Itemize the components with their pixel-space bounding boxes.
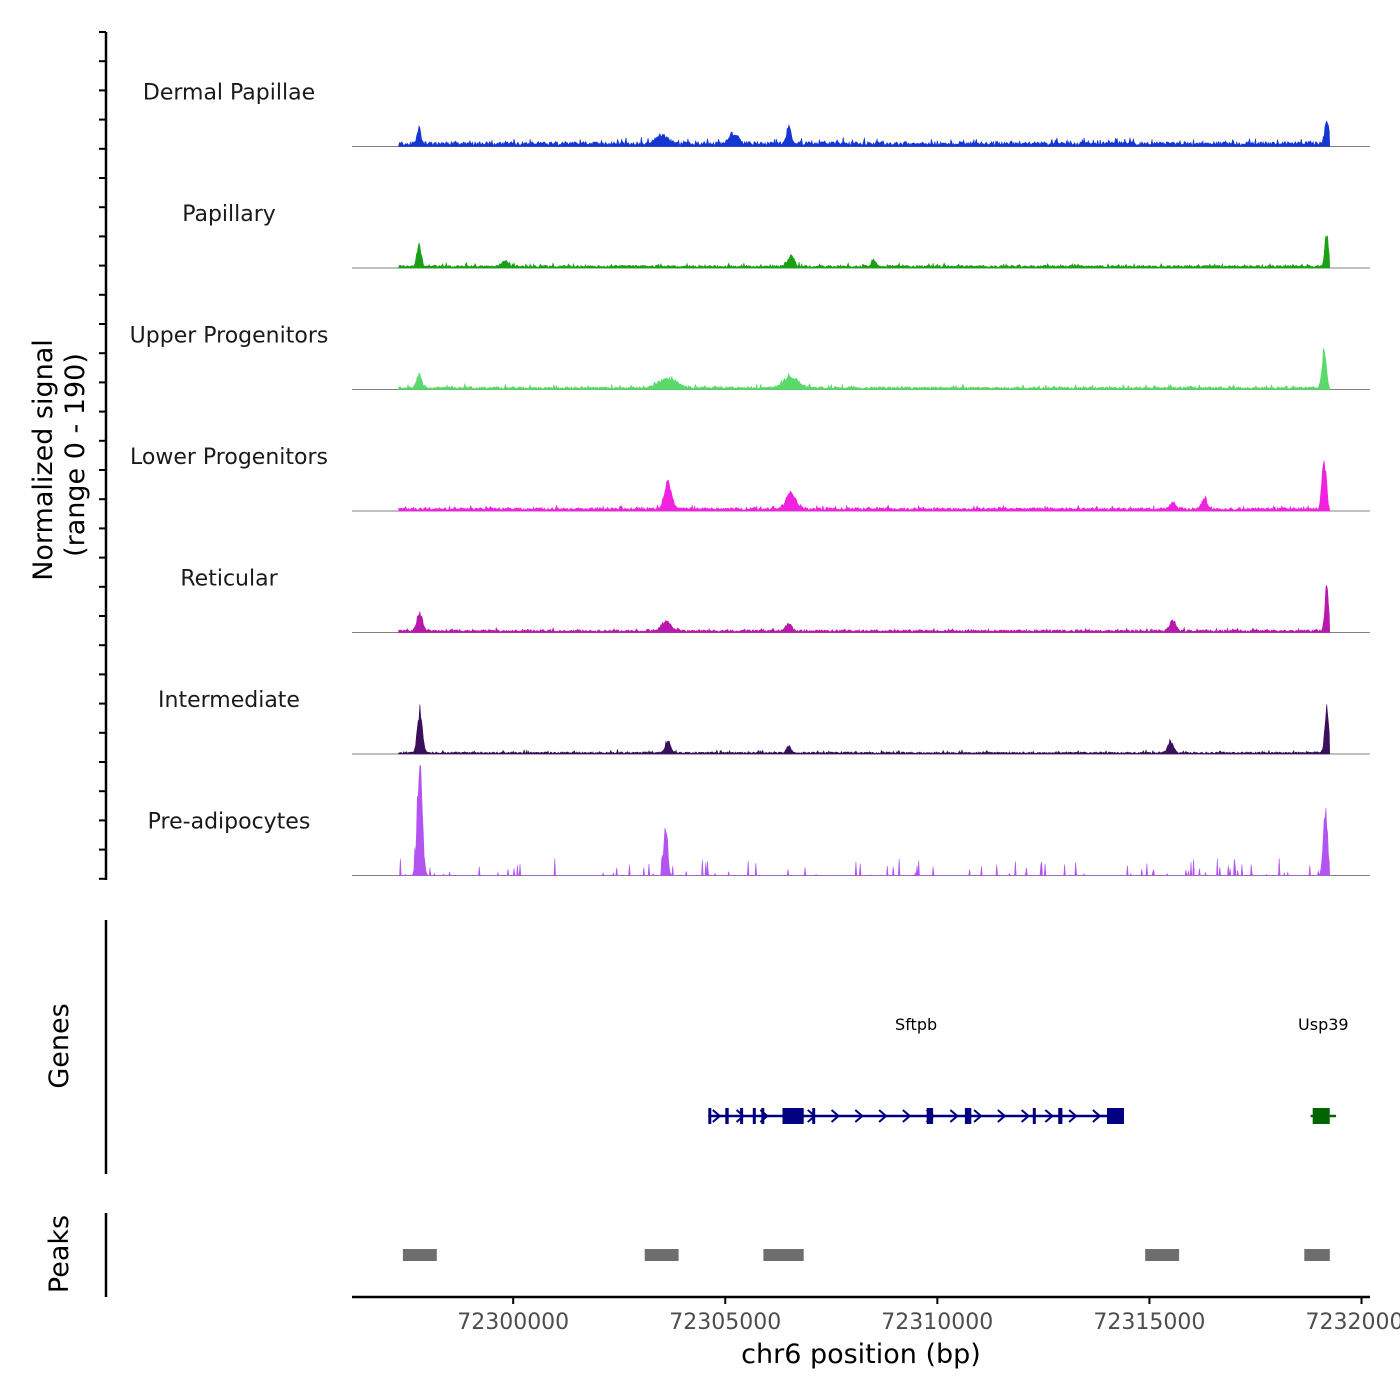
gene-exon — [708, 1108, 712, 1124]
genes-panel: Sftpb Usp39 — [708, 1015, 1349, 1124]
track-upper-progenitors: Upper Progenitors — [130, 324, 1370, 390]
x-tick-label: 72310000 — [881, 1310, 993, 1335]
gene-exon — [752, 1108, 756, 1124]
gene-exon — [1058, 1108, 1063, 1124]
track-label: Dermal Papillae — [143, 81, 315, 106]
track-label: Pre-adipocytes — [148, 810, 311, 835]
track-label: Reticular — [180, 567, 278, 592]
coverage-ylabel-line1: Normalized signal — [28, 339, 59, 581]
strand-chevron — [1020, 1109, 1031, 1123]
gene-exon — [782, 1108, 804, 1124]
track-signal-area — [398, 765, 1331, 876]
peak-region — [402, 1249, 437, 1261]
track-reticular: Reticular — [180, 567, 1370, 633]
peak-region — [1304, 1249, 1330, 1261]
gene-exon — [926, 1108, 934, 1124]
track-label: Papillary — [182, 202, 276, 227]
gene-exon — [1312, 1108, 1330, 1124]
track-papillary: Papillary — [182, 202, 1370, 269]
strand-chevron — [878, 1109, 888, 1123]
strand-chevron — [854, 1109, 864, 1123]
track-signal-area — [398, 460, 1331, 512]
track-signal-area — [398, 235, 1331, 269]
coverage-ylabel-line2: (range 0 - 190) — [60, 353, 91, 557]
peaks-panel — [402, 1249, 1330, 1261]
gene-exon — [964, 1108, 972, 1124]
coverage-tracks: Dermal Papillae Papillary Upper Progenitor… — [130, 81, 1370, 876]
x-axis-ticks: 72300000 72305000 72310000 72315000 72320000 — [457, 1297, 1400, 1335]
peaks-panel-title: Peaks — [44, 1215, 75, 1293]
track-lower-progenitors: Lower Progenitors — [130, 445, 1370, 512]
x-axis-title: chr6 position (bp) — [741, 1339, 981, 1370]
gene-exon — [1032, 1108, 1036, 1124]
strand-chevron — [902, 1109, 912, 1123]
peak-region — [644, 1249, 679, 1261]
gene-label: Sftpb — [895, 1015, 937, 1034]
strand-chevron — [949, 1109, 959, 1123]
gene-exon — [1107, 1108, 1124, 1124]
gene-exon — [740, 1108, 744, 1124]
gene-usp39: Usp39 — [1298, 1015, 1349, 1124]
strand-chevron — [1044, 1109, 1054, 1123]
gene-sftpb: Sftpb — [708, 1015, 1124, 1124]
strand-chevron — [712, 1109, 722, 1123]
track-label: Upper Progenitors — [130, 324, 329, 349]
coverage-y-ticks — [99, 31, 106, 880]
track-signal-area — [398, 704, 1331, 755]
gene-exon — [812, 1108, 816, 1124]
track-intermediate: Intermediate — [158, 688, 1370, 755]
gene-label: Usp39 — [1298, 1015, 1349, 1034]
track-signal-area — [398, 347, 1331, 390]
strand-chevron — [735, 1109, 746, 1123]
strand-chevron — [997, 1109, 1007, 1123]
strand-chevron — [830, 1109, 841, 1123]
x-tick-label: 72305000 — [669, 1310, 781, 1335]
gene-exon — [725, 1108, 729, 1124]
track-label: Lower Progenitors — [130, 445, 328, 470]
track-pre-adipocytes: Pre-adipocytes — [148, 765, 1370, 876]
genes-panel-title: Genes — [44, 1003, 75, 1088]
strand-chevron — [1068, 1109, 1078, 1123]
peak-region — [1145, 1249, 1180, 1261]
peak-region — [763, 1249, 804, 1261]
strand-chevron — [1092, 1109, 1102, 1123]
track-signal-area — [398, 120, 1331, 147]
track-dermal-papillae: Dermal Papillae — [143, 81, 1370, 147]
gene-exon — [761, 1108, 765, 1124]
strand-chevron — [973, 1109, 983, 1123]
x-tick-label: 72300000 — [457, 1310, 569, 1335]
track-label: Intermediate — [158, 688, 300, 713]
x-tick-label: 72320000 — [1306, 1310, 1400, 1335]
track-signal-area — [398, 584, 1331, 633]
x-tick-label: 72315000 — [1093, 1310, 1205, 1335]
